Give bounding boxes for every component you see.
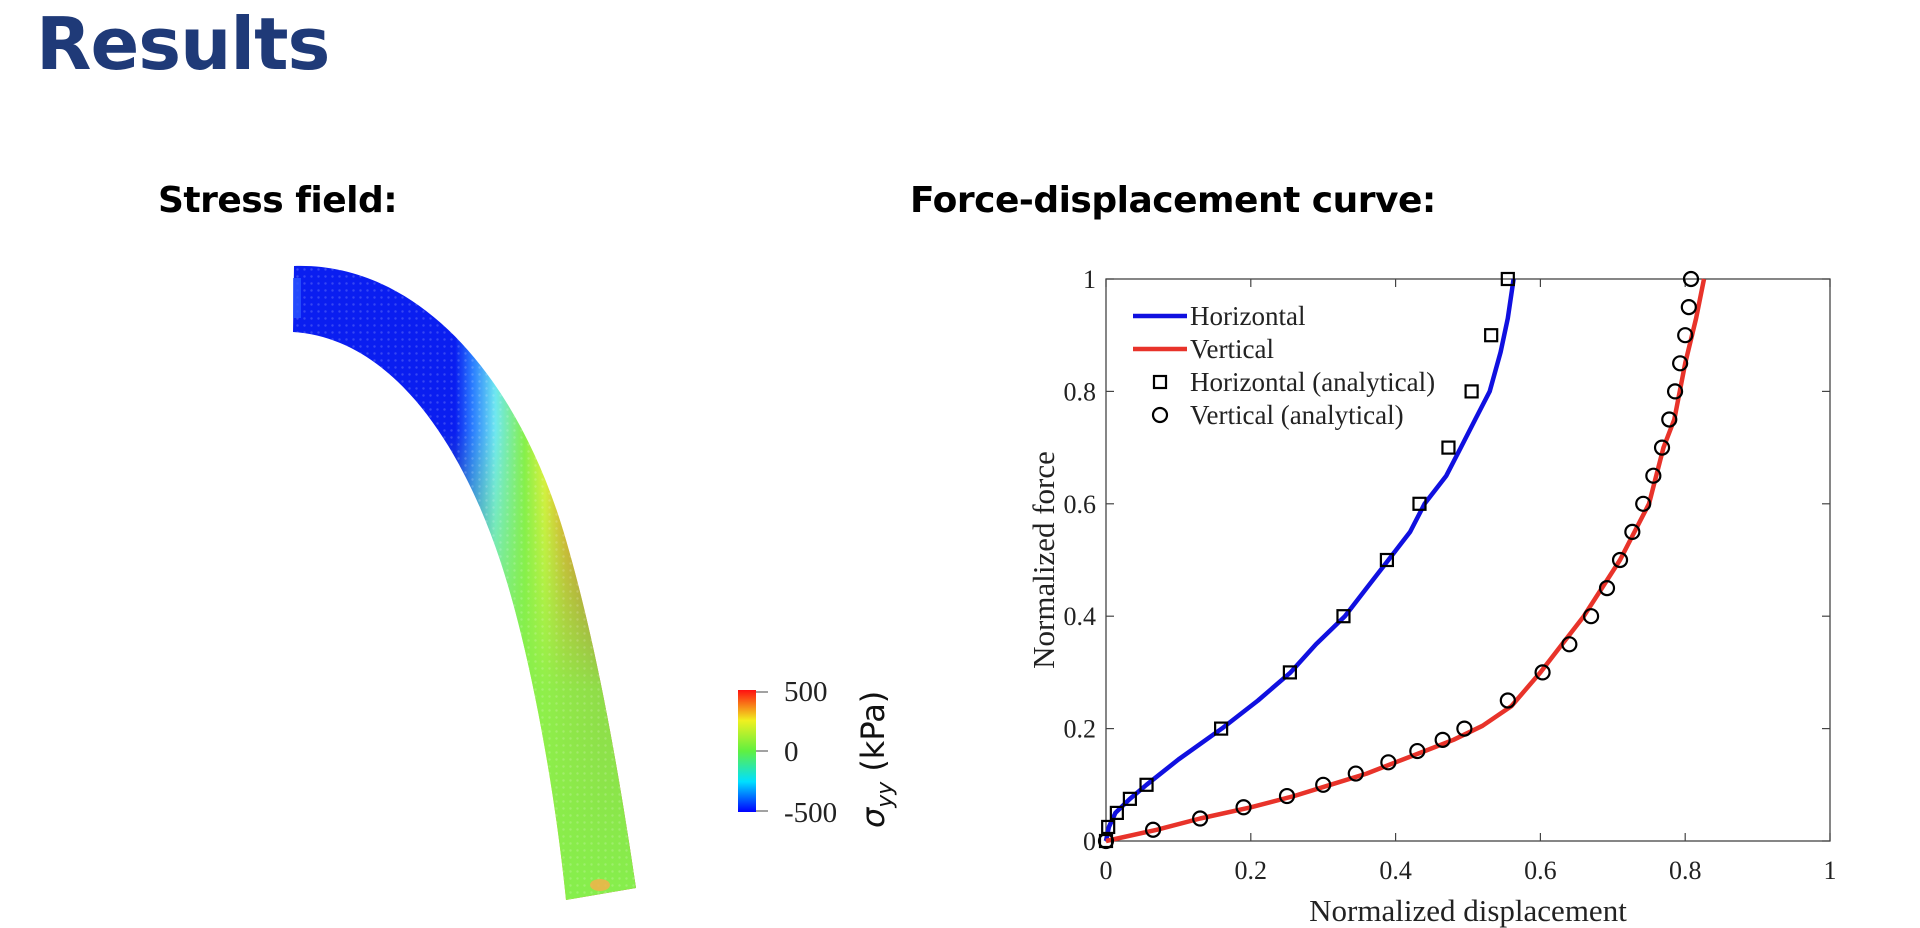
- plot-box: [1105, 278, 1831, 842]
- horizontal-analytical-point: [1464, 384, 1479, 399]
- stress-field-heading: Stress field:: [158, 180, 398, 221]
- horizontal-analytical-point: [1139, 777, 1154, 792]
- vertical-analytical-point: [1653, 439, 1671, 456]
- vertical-analytical-point: [1499, 692, 1516, 709]
- colorbar: 500 0 -500 σyy(kPa): [738, 676, 898, 829]
- colorbar-label: σyy(kPa): [854, 691, 898, 828]
- horizontal-analytical-point: [1282, 665, 1297, 680]
- y-axis-label: Normalized force: [1026, 451, 1061, 669]
- horizontal-analytical-point: [1109, 805, 1124, 821]
- x-tick-label: 0: [1100, 856, 1113, 885]
- vertical-analytical-point: [1347, 765, 1364, 782]
- vertical-analytical-point: [1315, 776, 1332, 793]
- plot-area: [1105, 278, 1831, 842]
- vertical-analytical-point: [1534, 664, 1551, 681]
- vertical-analytical-point: [1434, 731, 1451, 748]
- vertical-analytical-point: [1635, 495, 1652, 512]
- series-line-horizontal: [1103, 278, 1516, 842]
- legend-label: Vertical (analytical): [1190, 400, 1404, 430]
- legend-swatch: [1152, 374, 1168, 390]
- horizontal-analytical-point: [1122, 791, 1137, 806]
- horizontal-analytical-point: [1379, 552, 1395, 568]
- vertical-analytical-point: [1611, 551, 1629, 569]
- colorbar-gradient: [738, 690, 756, 812]
- vertical-analytical-point: [1666, 383, 1684, 400]
- x-tick-label: 0.8: [1669, 856, 1702, 885]
- vertical-analytical-point: [1380, 754, 1397, 771]
- y-tick-label: 1: [1083, 265, 1096, 294]
- horizontal-analytical-point: [1484, 328, 1499, 343]
- vertical-analytical-point: [1144, 821, 1162, 838]
- x-axis-label: Normalized displacement: [1309, 893, 1627, 928]
- y-tick-label: 0.8: [1064, 377, 1097, 406]
- x-tick-label: 0.2: [1235, 856, 1268, 885]
- vertical-analytical-point: [1235, 799, 1252, 816]
- horizontal-analytical-point: [1101, 819, 1116, 835]
- horizontal-analytical-point: [1214, 721, 1229, 736]
- vertical-analytical-point: [1192, 810, 1209, 827]
- x-tick-label: 0.4: [1379, 856, 1412, 885]
- vertical-analytical-point: [1645, 467, 1662, 484]
- legend-label: Horizontal (analytical): [1190, 367, 1435, 397]
- vertical-analytical-point: [1278, 787, 1296, 805]
- vertical-analytical-point: [1661, 411, 1678, 428]
- vertical-analytical-point: [1680, 299, 1697, 316]
- stress-field-plot: 500 0 -500 σyy(kPa): [293, 265, 898, 901]
- axis-ticks: 0 0.2 0.4 0.6 0.8 1 0 0.2 0.4 0.6 0.8 1: [1064, 265, 1837, 885]
- vertical-analytical-point: [1598, 579, 1616, 597]
- x-tick-label: 0.6: [1524, 856, 1557, 885]
- horizontal-analytical-point: [1336, 609, 1351, 624]
- y-tick-label: 0.2: [1064, 715, 1097, 744]
- vertical-analytical-point: [1677, 327, 1694, 344]
- colorbar-tick-min: -500: [784, 797, 837, 829]
- vertical-analytical-point: [1682, 270, 1700, 288]
- curved-beam: [293, 265, 636, 901]
- colorbar-tick-zero: 0: [784, 736, 799, 768]
- vertical-analytical-point: [1582, 608, 1600, 625]
- vertical-analytical-point: [1561, 636, 1578, 653]
- vertical-analytical-point: [1456, 720, 1473, 737]
- y-tick-label: 0: [1083, 827, 1096, 856]
- vertical-analytical-point: [1409, 742, 1426, 760]
- horizontal-analytical-point: [1441, 440, 1456, 455]
- y-tick-label: 0.4: [1064, 602, 1097, 631]
- horizontal-analytical-point: [1412, 496, 1427, 511]
- series-layer: [1097, 270, 1707, 850]
- vertical-analytical-point: [1624, 523, 1641, 541]
- force-displacement-heading: Force-displacement curve:: [910, 180, 1436, 221]
- vertical-analytical-point: [1672, 355, 1689, 372]
- vertical-analytical-point: [1097, 832, 1115, 850]
- legend-label: Horizontal: [1190, 301, 1305, 331]
- colorbar-tick-max: 500: [784, 676, 828, 708]
- series-line-vertical: [1105, 278, 1707, 844]
- slide-title: Results: [36, 2, 330, 86]
- horizontal-analytical-point: [1500, 271, 1515, 287]
- legend-swatch: [1151, 406, 1169, 424]
- y-tick-label: 0.6: [1064, 490, 1097, 519]
- x-tick-label: 1: [1824, 856, 1837, 885]
- legend-label: Vertical: [1190, 334, 1274, 364]
